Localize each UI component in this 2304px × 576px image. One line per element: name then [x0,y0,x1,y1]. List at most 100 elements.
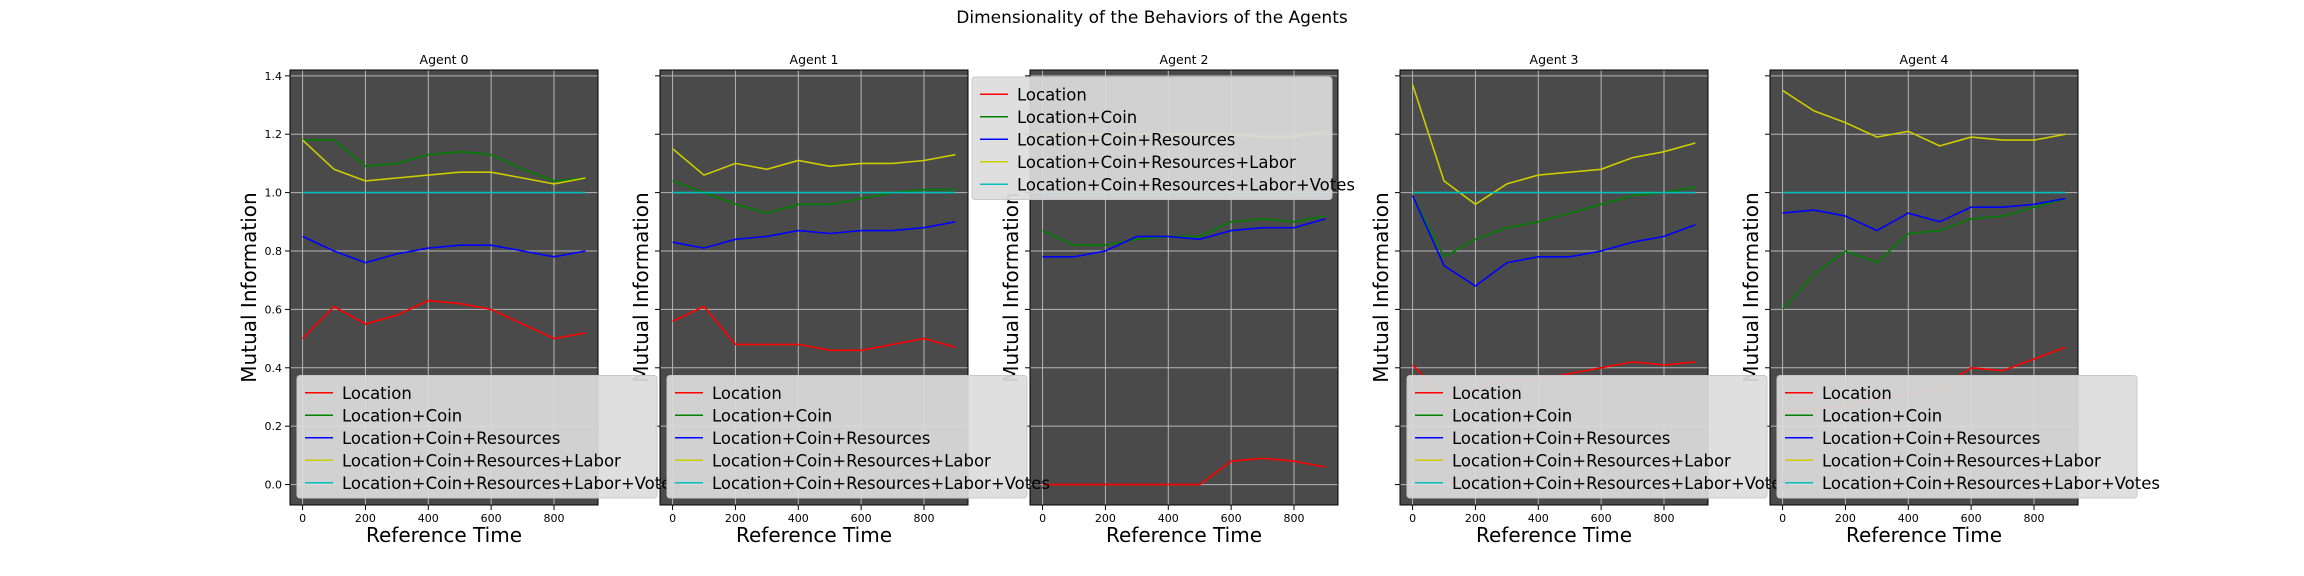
plot-frame [1029,69,1339,506]
x-tick-label: 400 [1528,512,1549,525]
legend-label: Location+Coin+Resources+Labor [1017,153,1296,172]
legend-label: Location+Coin+Resources+Labor+Votes [342,474,680,493]
y-axis-label: Mutual Information [629,192,653,382]
subplot-title: Agent 3 [1530,52,1579,67]
legend-box [971,76,1333,200]
x-axis-label: Reference Time [366,523,522,547]
x-tick-label: 0 [1039,512,1046,525]
x-tick-label: 800 [1284,512,1305,525]
x-tick-label: 400 [1158,512,1179,525]
x-tick-label: 400 [418,512,439,525]
x-tick-label: 800 [2024,512,2045,525]
y-axis-label: Mutual Information [237,192,261,382]
x-tick-label: 800 [1654,512,1675,525]
y-axis-label: Mutual Information [1369,192,1393,382]
legend-label: Location+Coin [1017,108,1137,127]
legend-label: Location+Coin+Resources+Labor [342,451,621,470]
legend-label: Location [1017,85,1087,104]
series-line-0 [1042,457,1326,486]
x-tick-label: 200 [1835,512,1856,525]
legend-box [296,375,658,499]
subplot-title: Agent 4 [1900,52,1949,67]
subplot-title: Agent 2 [1160,52,1209,67]
legend-label: Location+Coin+Resources+Labor [1822,451,2101,470]
figure-title: Dimensionality of the Behaviors of the A… [956,8,1348,28]
plot-frame [659,69,969,506]
legend-label: Location+Coin+Resources [1452,429,1670,448]
legend-agent-1: Location Location+Coin Location+Coin+Resou… [666,375,1050,499]
series-line-0 [302,299,586,340]
y-tick-label: 0.8 [265,245,283,258]
legend-agent-4: Location Location+Coin Location+Coin+Resou… [1776,375,2160,499]
x-tick-label: 0 [669,512,676,525]
legend-label: Location [342,384,412,403]
series-line-2 [672,221,956,249]
x-tick-label: 600 [481,512,502,525]
legend-label: Location+Coin+Resources+Labor [1452,451,1731,470]
legend-label: Location+Coin [342,406,462,425]
legend-label: Location+Coin [712,406,832,425]
plot-frame [1769,69,2079,506]
legend-label: Location+Coin+Resources+Labor+Votes [1017,175,1355,194]
series-line-2 [302,235,586,264]
y-tick-label: 1.4 [265,70,283,83]
legend-box [1406,375,1768,499]
y-tick-label: 0.2 [265,420,283,433]
series-line-1 [1042,215,1326,246]
legend-label: Location+Coin+Resources+Labor+Votes [1822,474,2160,493]
legend-agent-2: Location Location+Coin Location+Coin+Resou… [971,76,1355,200]
y-tick-label: 1.0 [265,187,283,200]
legend-label: Location+Coin+Resources+Labor+Votes [1452,474,1790,493]
x-tick-label: 400 [1898,512,1919,525]
series-line-2 [1782,197,2066,232]
legend-label: Location+Coin+Resources [712,429,930,448]
legend-label: Location+Coin+Resources [342,429,560,448]
series-line-0 [672,305,956,352]
plot-frame [1399,69,1709,506]
legend-label: Location+Coin+Resources [1822,429,2040,448]
series-line-1 [302,139,586,182]
series-line-2 [1042,218,1326,258]
series-line-2 [1411,195,1696,287]
series-line-1 [1782,197,2066,310]
legend-label: Location [1822,384,1892,403]
series-line-1 [1411,186,1696,258]
legend-label: Location+Coin [1822,406,1942,425]
x-axis-label: Reference Time [1476,523,1632,547]
x-tick-label: 400 [788,512,809,525]
x-tick-label: 200 [725,512,746,525]
x-tick-label: 200 [355,512,376,525]
legend-box [666,375,1028,499]
y-axis-label: Mutual Information [1739,192,1763,382]
x-tick-label: 800 [914,512,935,525]
series-line-3 [302,139,586,185]
plot-frame [289,69,599,506]
x-tick-label: 0 [1409,512,1416,525]
series-line-1 [672,180,956,214]
y-tick-label: 0.4 [265,362,283,375]
x-axis-label: Reference Time [1846,523,2002,547]
x-tick-label: 800 [544,512,565,525]
legend-label: Location+Coin+Resources+Labor+Votes [712,474,1050,493]
y-tick-label: 0.6 [265,303,283,316]
x-tick-label: 200 [1465,512,1486,525]
subplot-title: Agent 0 [420,52,469,67]
x-tick-label: 600 [1591,512,1612,525]
subplot-title: Agent 1 [790,52,839,67]
legend-label: Location+Coin [1452,406,1572,425]
series-line-3 [672,148,956,177]
y-tick-label: 1.2 [265,128,283,141]
y-axis-label: Mutual Information [999,192,1023,382]
legend-agent-0: Location Location+Coin Location+Coin+Resou… [296,375,680,499]
x-tick-label: 600 [1221,512,1242,525]
x-tick-label: 600 [1961,512,1982,525]
series-line-3 [1782,89,2066,147]
x-tick-label: 600 [851,512,872,525]
x-tick-label: 200 [1095,512,1116,525]
x-tick-label: 0 [1779,512,1786,525]
legend-label: Location [712,384,782,403]
y-tick-label: 0.0 [265,479,283,492]
x-axis-label: Reference Time [1106,523,1262,547]
